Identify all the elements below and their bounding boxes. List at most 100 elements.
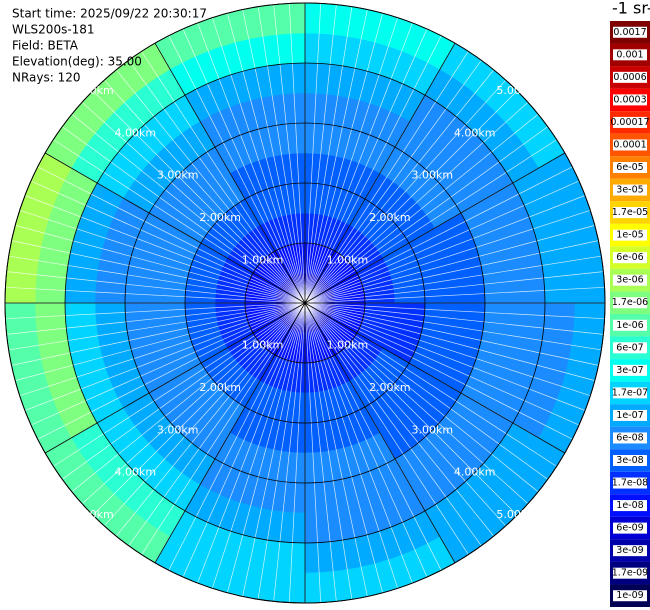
colorbar-label: 1e-08 [616, 500, 643, 511]
range-label: 2.00km [369, 211, 411, 224]
ray-line [304, 302, 495, 537]
ray-line [141, 51, 306, 304]
ray-line [104, 79, 306, 304]
grid [4, 2, 606, 604]
ray-line [304, 17, 399, 304]
ray-line [304, 302, 573, 440]
ray-line [197, 22, 306, 304]
colorbar-label-bg [613, 545, 647, 557]
colorbar-label-bg [613, 252, 647, 264]
ray-line [304, 6, 353, 304]
ray-line [24, 302, 306, 411]
ray-line [304, 302, 368, 597]
range-label: 3.00km [157, 169, 199, 182]
info-line: Elevation(deg): 35.00 [12, 55, 142, 69]
ray-line [115, 69, 306, 304]
ray-line [24, 195, 306, 304]
ray-line [304, 102, 529, 304]
range-ring [4, 2, 606, 604]
ray-line [168, 302, 306, 571]
colorbar-label: 1e-07 [616, 410, 643, 421]
colorbar-label-bg [613, 319, 647, 331]
colorbar-label-bg [613, 274, 647, 286]
colorbar-label-bg [613, 590, 647, 602]
ray-line [71, 113, 306, 304]
ray-line [304, 22, 413, 304]
ray-line [304, 302, 586, 411]
colorbar-label: 0.0006 [613, 72, 646, 83]
colorbar-label-bg [613, 49, 647, 61]
ray-line [304, 302, 337, 602]
ray-line [304, 302, 506, 527]
colorbar-label: 0.0003 [613, 94, 646, 105]
colorbar-label-bg [613, 567, 647, 579]
info-line: Field: BETA [12, 39, 79, 53]
colorbar-label-bg [613, 455, 647, 466]
ray-line [304, 60, 482, 304]
range-label: 3.00km [411, 423, 453, 436]
ray-line [304, 302, 383, 593]
ray-line [304, 166, 573, 304]
colorbar-label-bg [613, 409, 647, 421]
colorbar-label: 6e-08 [616, 432, 643, 443]
ray-line [5, 302, 306, 320]
colorbar-label: 3e-06 [616, 275, 643, 286]
colorbar-label-bg [613, 477, 647, 489]
ray-line [304, 28, 428, 304]
ray-line [242, 302, 306, 597]
colorbar-label: 0.0001 [613, 139, 646, 150]
azimuth-line [304, 42, 456, 304]
colorbar-label: 6e-09 [616, 523, 643, 534]
ray-line [304, 126, 548, 304]
ray-line [304, 302, 591, 397]
colorbar-label: 0.00017 [610, 117, 649, 128]
ray-line [273, 302, 306, 602]
range-label: 2.00km [199, 381, 241, 394]
colorbar-label-bg [613, 116, 647, 128]
azimuth-line [304, 302, 566, 454]
range-label: 4.00km [115, 126, 157, 139]
colorbar-label: 1.7e-08 [612, 478, 648, 489]
colorbar-label: 3e-05 [616, 185, 643, 196]
azimuth-line [304, 152, 566, 304]
ray-line [304, 9, 368, 304]
ray-line [304, 69, 495, 304]
colorbar-label-bg [613, 432, 647, 444]
ray-line [304, 302, 595, 381]
colorbar-label-bg [613, 139, 647, 151]
colorbar-label: 3e-08 [616, 455, 643, 466]
ray-line [19, 302, 306, 397]
ray-line [304, 286, 605, 304]
ray-line [168, 35, 306, 304]
ray-line [304, 195, 586, 304]
range-label: 2.00km [369, 381, 411, 394]
ray-line [115, 302, 306, 537]
colorbar-label-bg [613, 207, 647, 219]
colorbar-label: 6e-05 [616, 162, 643, 173]
colorbar-label-bg [613, 229, 647, 241]
ray-line [304, 302, 548, 480]
ray-line [211, 17, 306, 304]
ray-line [304, 302, 469, 555]
ray-line [53, 302, 306, 467]
range-label: 5.00km [72, 508, 114, 521]
colorbar-label-bg [613, 500, 647, 512]
colorbar-label: 1.7e-05 [612, 207, 648, 218]
ray-line [128, 60, 306, 304]
colorbar-label-bg [613, 522, 647, 534]
ray-line [304, 302, 605, 320]
ray-line [304, 302, 442, 571]
ray-line [62, 302, 306, 480]
azimuth-line [44, 152, 306, 304]
ray-line [197, 302, 306, 584]
ray-line [211, 302, 306, 589]
info-line: Start time: 2025/09/22 20:30:17 [12, 7, 207, 21]
ray-line [304, 90, 518, 304]
ray-line [304, 271, 604, 304]
ray-line [227, 302, 306, 593]
ray-line [19, 209, 306, 304]
ray-line [227, 13, 306, 304]
ray-line [11, 302, 306, 366]
ray-line [304, 302, 599, 366]
